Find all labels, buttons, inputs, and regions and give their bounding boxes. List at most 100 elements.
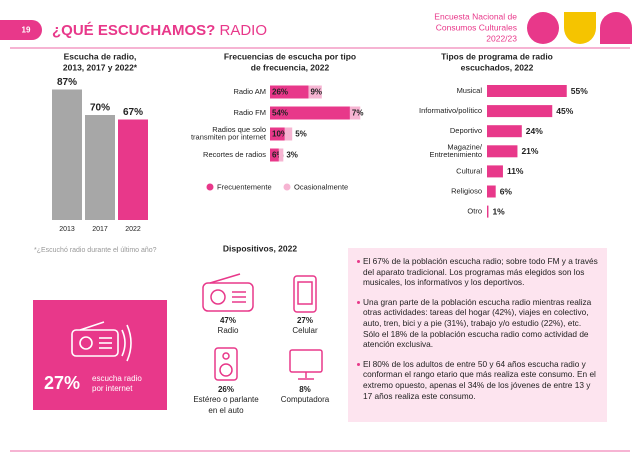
bar [487, 145, 518, 158]
speaker-icon [214, 347, 238, 381]
value-label: 3% [286, 151, 298, 160]
category-label: Cultural [456, 166, 482, 175]
radio-icon [202, 273, 254, 312]
chart-title: Frecuencias de escucha por tipo [224, 51, 356, 61]
notes-box: El 67% de la población escucha radio; so… [348, 248, 607, 422]
legend-label: Frecuentemente [217, 182, 272, 191]
chart-title: Escucha de radio, [64, 51, 137, 61]
value-label: 70% [90, 103, 110, 114]
x-tick-label: 2017 [92, 226, 108, 233]
legend-swatch [206, 183, 214, 191]
survey-line: Consumos Culturales [436, 22, 517, 32]
value-label: 6% [272, 151, 284, 160]
highlight-box [33, 300, 167, 410]
value-label: 11% [507, 166, 524, 176]
legend-label: Ocasionalmente [294, 182, 348, 191]
chart-title: de frecuencia, 2022 [251, 62, 330, 72]
survey-line: 2022/23 [486, 33, 517, 43]
bullet [357, 260, 360, 263]
bar [487, 185, 496, 198]
value-label: 1% [492, 206, 505, 216]
phone-icon [293, 275, 317, 313]
value-label: 26% [272, 88, 288, 97]
bar [487, 85, 567, 97]
value-label: 5% [295, 130, 307, 139]
value-label: 21% [521, 146, 538, 156]
device-value: 27% [297, 316, 313, 325]
bar [85, 115, 115, 220]
bar [118, 119, 148, 220]
bullet [357, 300, 360, 304]
bar [487, 205, 489, 218]
footnote: *¿Escuchó radio durante el último año? [34, 247, 157, 254]
category-label: Deportivo [450, 126, 482, 135]
category-label: Otro [467, 207, 482, 216]
chart-title: escuchados, 2022 [461, 62, 534, 72]
category-label: Entretenimiento [429, 150, 482, 159]
bar [487, 165, 503, 178]
highlight-label: escucha radio [92, 374, 142, 383]
category-label: Radio FM [233, 108, 266, 117]
highlight-icon [71, 321, 132, 362]
device-label: Computadora [281, 395, 330, 404]
value-label: 24% [526, 126, 543, 136]
bar-segment [278, 148, 284, 162]
bar-segment [284, 127, 293, 141]
value-label: 55% [571, 86, 588, 96]
value-label: 67% [123, 107, 143, 118]
highlight-value: 27% [44, 373, 80, 393]
bar-segment [349, 106, 361, 120]
category-label: Radio AM [233, 87, 266, 96]
page-title: ¿QUÉ ESCUCHAMOS? RADIO [52, 22, 267, 39]
devices-title: Dispositivos, 2022 [223, 243, 297, 253]
computer-icon [289, 349, 323, 380]
deco-shape [600, 12, 632, 44]
value-label: 6% [500, 186, 513, 196]
bar-segment [270, 85, 309, 99]
value-label: 9% [310, 88, 322, 97]
note-text: El 80% de los adultos de entre 50 y 64 a… [363, 358, 596, 401]
bar-segment [270, 127, 285, 141]
device-label: Estéreo o parlante [193, 395, 259, 404]
title-main: ¿QUÉ ESCUCHAMOS? [52, 22, 215, 39]
value-label: 7% [352, 109, 364, 118]
category-label: Informativo/político [419, 106, 482, 115]
note: El 80% de los adultos de entre 50 y 64 a… [357, 359, 599, 401]
device-label: Radio [218, 326, 239, 335]
bar-segment [270, 148, 279, 162]
chart-title: 2013, 2017 y 2022* [63, 62, 138, 72]
device-value: 26% [218, 385, 234, 394]
note-text: Una gran parte de la población escucha r… [363, 296, 592, 350]
value-label: 45% [556, 106, 573, 116]
category-label: Musical [457, 86, 483, 95]
page-number: 19 [22, 26, 31, 35]
deco-shape [564, 12, 596, 44]
device-value: 8% [299, 385, 311, 394]
chart-title: Tipos de programa de radio [441, 51, 553, 61]
x-tick-label: 2013 [59, 226, 75, 233]
highlight-label: por internet [92, 384, 133, 393]
device-label: Celular [292, 326, 318, 335]
category-label: transmiten por internet [191, 133, 267, 142]
page-tab [0, 20, 42, 40]
bar-segment [270, 106, 350, 120]
bar-segment [308, 85, 322, 99]
deco-circle [527, 12, 559, 44]
bar [52, 89, 82, 220]
note-text: El 67% de la población escucha radio; so… [363, 256, 598, 288]
note: El 67% de la población escucha radio; so… [357, 256, 599, 288]
x-tick-label: 2022 [125, 226, 141, 233]
category-label: Recortes de radios [203, 150, 266, 159]
value-label: 10% [272, 130, 288, 139]
category-label: Radios que solo [212, 125, 266, 134]
survey-line: Encuesta Nacional de [434, 11, 517, 21]
category-label: Religioso [451, 186, 482, 195]
value-label: 87% [57, 77, 77, 88]
category-label: Magazine/ [447, 143, 483, 152]
device-value: 47% [220, 316, 236, 325]
device-label: en el auto [208, 406, 244, 415]
legend-swatch [283, 183, 291, 191]
note: Una gran parte de la población escucha r… [357, 297, 599, 350]
